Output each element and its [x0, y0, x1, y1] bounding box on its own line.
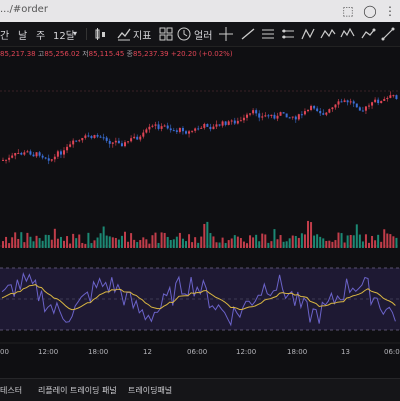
interval-selected[interactable]: 12달 [53, 31, 75, 42]
browser-address-bar[interactable]: .../#order ⬚ ◯ ⋮ [0, 0, 400, 23]
toolbar-divider [86, 28, 87, 40]
x-tick-label: 06:00 [187, 348, 208, 356]
interval-option-1[interactable]: 간 [0, 31, 10, 42]
tab-strategy-tester[interactable]: 테스터 [0, 386, 23, 395]
pattern-icon[interactable] [320, 26, 336, 42]
alert-button[interactable]: 얼러 [194, 31, 213, 42]
horizontal-lines-icon[interactable] [260, 26, 276, 42]
high-label: 고 [37, 50, 45, 58]
tab-replay-trading[interactable]: 리플레이 트레이딩 패널 [38, 386, 117, 395]
time-axis[interactable]: 00 12:00 18:00 12 06:00 12:00 18:00 13 0… [0, 344, 400, 364]
chart-toolbar: 간 날 주 12달 ▾ 지표 얼러 [0, 22, 400, 47]
x-tick-label: 00 [0, 348, 9, 356]
x-tick-label: 06:00 [384, 348, 400, 356]
extensions-icon[interactable]: ⬚ [342, 4, 354, 18]
close-label: 종 [126, 50, 133, 58]
templates-icon[interactable] [158, 26, 174, 42]
projection-icon[interactable] [360, 26, 376, 42]
x-tick-label: 18:00 [88, 348, 109, 356]
change-value: +20.20 (+0.02%) [170, 50, 233, 58]
x-tick-label: 13 [341, 348, 350, 356]
ohlc-legend: 85,217.38 고85,256.02 저85,115.45 종85,237.… [0, 49, 233, 59]
pitchfork-icon[interactable] [300, 26, 316, 42]
tab-trading-panel[interactable]: 트레이딩패널 [128, 386, 173, 395]
x-tick-label: 12:00 [236, 348, 257, 356]
indicators-icon[interactable] [116, 26, 132, 42]
trend-line-icon[interactable] [240, 26, 256, 42]
indicators-button[interactable]: 지표 [133, 31, 152, 42]
x-tick-label: 12:00 [38, 348, 59, 356]
x-tick-label: 12 [143, 348, 152, 356]
bottom-panel-tabs: 테스터 리플레이 트레이딩 패널 트레이딩패널 [0, 378, 400, 401]
candle-style-icon[interactable] [92, 26, 108, 42]
x-tick-label: 18:00 [287, 348, 308, 356]
alert-clock-icon[interactable] [176, 26, 192, 42]
ray-lines-icon[interactable] [280, 26, 296, 42]
price-chart[interactable] [0, 60, 400, 344]
interval-option-3[interactable]: 주 [36, 31, 46, 42]
interval-dropdown-icon[interactable]: ▾ [73, 29, 78, 38]
measure-icon[interactable] [380, 26, 396, 42]
high-value: 85,256.02 [44, 50, 80, 58]
open-value: 85,217.38 [0, 50, 36, 58]
rsi-ma-line [1, 284, 396, 311]
low-label: 저 [82, 50, 89, 58]
low-value: 85,115.45 [88, 50, 125, 58]
rsi-line [1, 271, 396, 327]
candle-series [2, 91, 398, 165]
address-url[interactable]: .../#order [0, 4, 48, 15]
interval-option-2[interactable]: 날 [18, 31, 28, 42]
menu-icon[interactable]: ⋮ [384, 4, 396, 18]
profile-icon[interactable]: ◯ [363, 4, 377, 18]
elliott-wave-icon[interactable] [340, 26, 356, 42]
close-value: 85,237.39 [132, 50, 169, 58]
volume-series [2, 220, 398, 248]
crosshair-icon[interactable] [218, 26, 234, 42]
